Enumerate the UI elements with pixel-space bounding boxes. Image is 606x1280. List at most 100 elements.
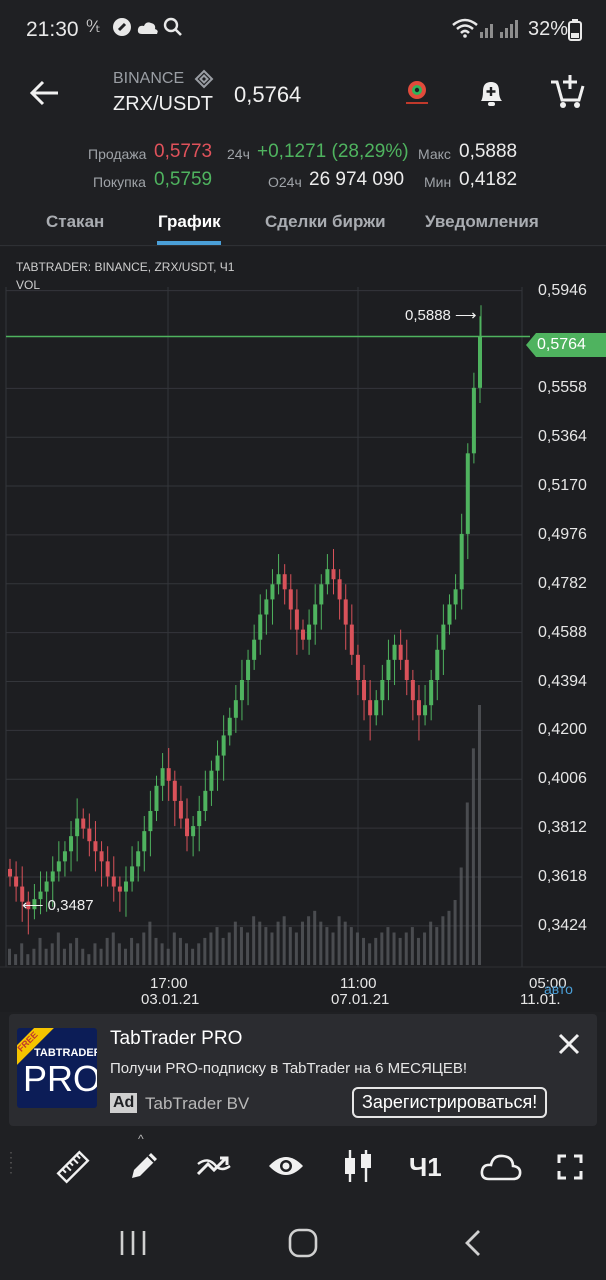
ad-banner[interactable]: FREE TABTRADER PRO TabTrader PRO Получи … — [9, 1014, 597, 1126]
candle-body — [105, 861, 110, 877]
volume-bar — [465, 802, 469, 965]
pencil-icon[interactable] — [126, 1148, 162, 1189]
candle-body — [20, 886, 25, 902]
ad-cta-button[interactable]: Зарегистрироваться! — [352, 1087, 548, 1118]
y-tick-label: 0,3812 — [538, 819, 587, 837]
y-tick-label: 0,5558 — [538, 379, 587, 397]
fullscreen-icon[interactable] — [557, 1154, 583, 1185]
candle-body — [276, 574, 281, 585]
volume-bar — [123, 948, 127, 965]
candle-body — [331, 569, 336, 580]
candle-body — [38, 891, 43, 900]
volume-bar — [453, 900, 457, 965]
auto-scale-button[interactable]: авто — [544, 981, 573, 997]
expand-caret-icon[interactable]: ^ — [138, 1132, 144, 1146]
y-tick-label: 0,4782 — [538, 574, 587, 592]
back-arrow-icon[interactable] — [28, 78, 60, 113]
tab-trades[interactable]: Сделки биржи — [265, 212, 386, 231]
price-chart[interactable]: TABTRADER: BINANCE, ZRX/USDT, Ч1 VOL 0,5… — [0, 247, 606, 1012]
volume-bar — [282, 916, 286, 965]
volume-bar — [294, 932, 298, 965]
chart-toolbar: ⋮ ⋮ ^ Ч1 — [0, 1132, 606, 1202]
candle-body — [8, 868, 12, 877]
cart-plus-icon[interactable] — [549, 72, 585, 115]
candle-body — [368, 700, 373, 716]
pair-name[interactable]: ZRX/USDT — [113, 93, 213, 115]
candle-body — [374, 700, 379, 716]
candle-body — [154, 785, 159, 811]
eye-icon[interactable] — [267, 1154, 305, 1183]
volume-bar — [160, 943, 164, 965]
candle-body — [264, 599, 269, 615]
current-price-tag — [526, 333, 606, 357]
candle-body — [325, 569, 330, 585]
change-value: +0,1271 (28,29%) — [257, 141, 409, 162]
volume-bar — [307, 916, 311, 965]
candle-body — [294, 609, 299, 630]
drag-handle-icon[interactable]: ⋮ ⋮ — [4, 1149, 18, 1175]
status-time: 21:30 — [26, 18, 79, 41]
volume-bar — [20, 943, 24, 965]
ruler-icon[interactable] — [56, 1150, 90, 1189]
low-marker: ⟵ 0,3487 — [22, 897, 94, 914]
volume-bar — [337, 916, 341, 965]
ad-logo: FREE TABTRADER PRO — [17, 1028, 97, 1108]
candle-body — [123, 881, 128, 892]
candle-body — [14, 876, 19, 887]
candle-body — [215, 755, 220, 771]
y-tick-label: 0,4006 — [538, 770, 587, 788]
indicator-icon[interactable] — [196, 1152, 234, 1185]
volume-bar — [166, 948, 170, 965]
chart-canvas[interactable] — [0, 247, 606, 1012]
candle-body — [380, 680, 385, 701]
volume-bar — [386, 927, 390, 965]
volume-bar — [154, 937, 158, 965]
volume-bar — [313, 910, 317, 965]
ad-logo-top: TABTRADER — [34, 1047, 97, 1059]
y-tick-label: 0,3424 — [538, 916, 587, 934]
candle-body — [227, 717, 232, 736]
volume-bar — [99, 948, 103, 965]
system-nav-bar — [0, 1204, 606, 1280]
volume-bar — [435, 927, 439, 965]
volume-value: 26 974 090 — [309, 169, 405, 190]
candle-body — [465, 453, 470, 534]
high-marker: 0,5888 ⟶ — [405, 307, 477, 324]
home-icon[interactable] — [287, 1228, 319, 1263]
candle-body — [307, 624, 312, 640]
candle-body — [130, 866, 135, 882]
tab-chart[interactable]: График — [158, 212, 221, 231]
candles-icon[interactable] — [342, 1148, 374, 1189]
volume-bar — [270, 932, 274, 965]
recents-icon[interactable] — [119, 1230, 147, 1261]
y-tick-label: 0,5364 — [538, 428, 587, 446]
volume-bar — [111, 932, 115, 965]
volume-bar — [252, 916, 256, 965]
volume-bar — [105, 937, 109, 965]
volume-bar — [343, 921, 347, 965]
candle-body — [355, 654, 360, 681]
volume-bar — [331, 932, 335, 965]
exchange-logo-icon[interactable] — [402, 77, 432, 112]
candle-body — [172, 780, 177, 801]
close-icon[interactable] — [557, 1032, 581, 1061]
volume-bar — [349, 927, 353, 965]
bell-plus-icon[interactable] — [476, 76, 508, 115]
volume-bar — [227, 932, 231, 965]
volume-bar — [32, 948, 36, 965]
volume-bar — [69, 943, 73, 965]
tab-orderbook[interactable]: Стакан — [46, 212, 105, 231]
volume-bar — [325, 927, 329, 965]
ad-advertiser: TabTrader BV — [145, 1094, 250, 1113]
y-tick-label: 0,5946 — [538, 281, 587, 299]
ad-logo-main: PRO — [23, 1058, 97, 1099]
cloud-icon[interactable] — [480, 1152, 522, 1187]
interval-button[interactable]: Ч1 — [409, 1152, 442, 1182]
signal-icon — [480, 18, 520, 44]
candle-body — [362, 680, 367, 701]
nav-back-icon[interactable] — [462, 1228, 484, 1263]
volume-bar — [142, 932, 146, 965]
volume-bar — [75, 937, 79, 965]
volume-bar — [471, 748, 475, 965]
tab-alerts[interactable]: Уведомления — [425, 212, 539, 231]
